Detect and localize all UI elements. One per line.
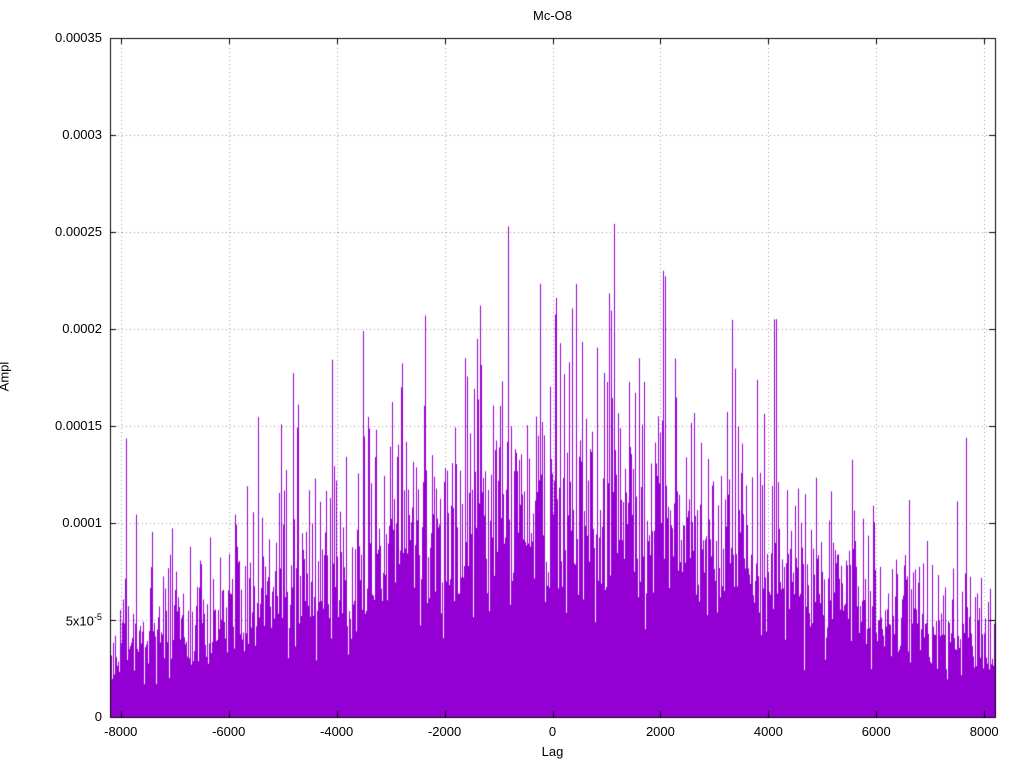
chart-title: Mc-O8 (533, 8, 572, 23)
y-tick-label: 0.0002 (62, 321, 102, 336)
y-tick-label: 0.00035 (55, 30, 102, 45)
x-tick-label: 8000 (969, 724, 999, 739)
y-tick-label: 0.00015 (55, 418, 102, 433)
y-tick-label: 0 (94, 709, 102, 724)
x-tick-label: -6000 (212, 724, 246, 739)
y-tick-label: 0.0001 (62, 515, 102, 530)
x-tick-label: 2000 (645, 724, 675, 739)
y-tick-label: 5x10-5 (65, 612, 102, 629)
x-axis-label: Lag (541, 744, 564, 759)
x-tick-label: 6000 (861, 724, 891, 739)
x-tick-label: 0 (548, 724, 557, 739)
x-tick-label: 4000 (753, 724, 783, 739)
y-tick-label: 0.0003 (62, 127, 102, 142)
x-tick-label: -2000 (427, 724, 462, 739)
x-tick-label: -4000 (320, 724, 354, 739)
y-tick-label: 0.00025 (55, 224, 102, 239)
y-axis-label: Ampl (0, 361, 12, 392)
x-tick-label: -8000 (104, 724, 138, 739)
